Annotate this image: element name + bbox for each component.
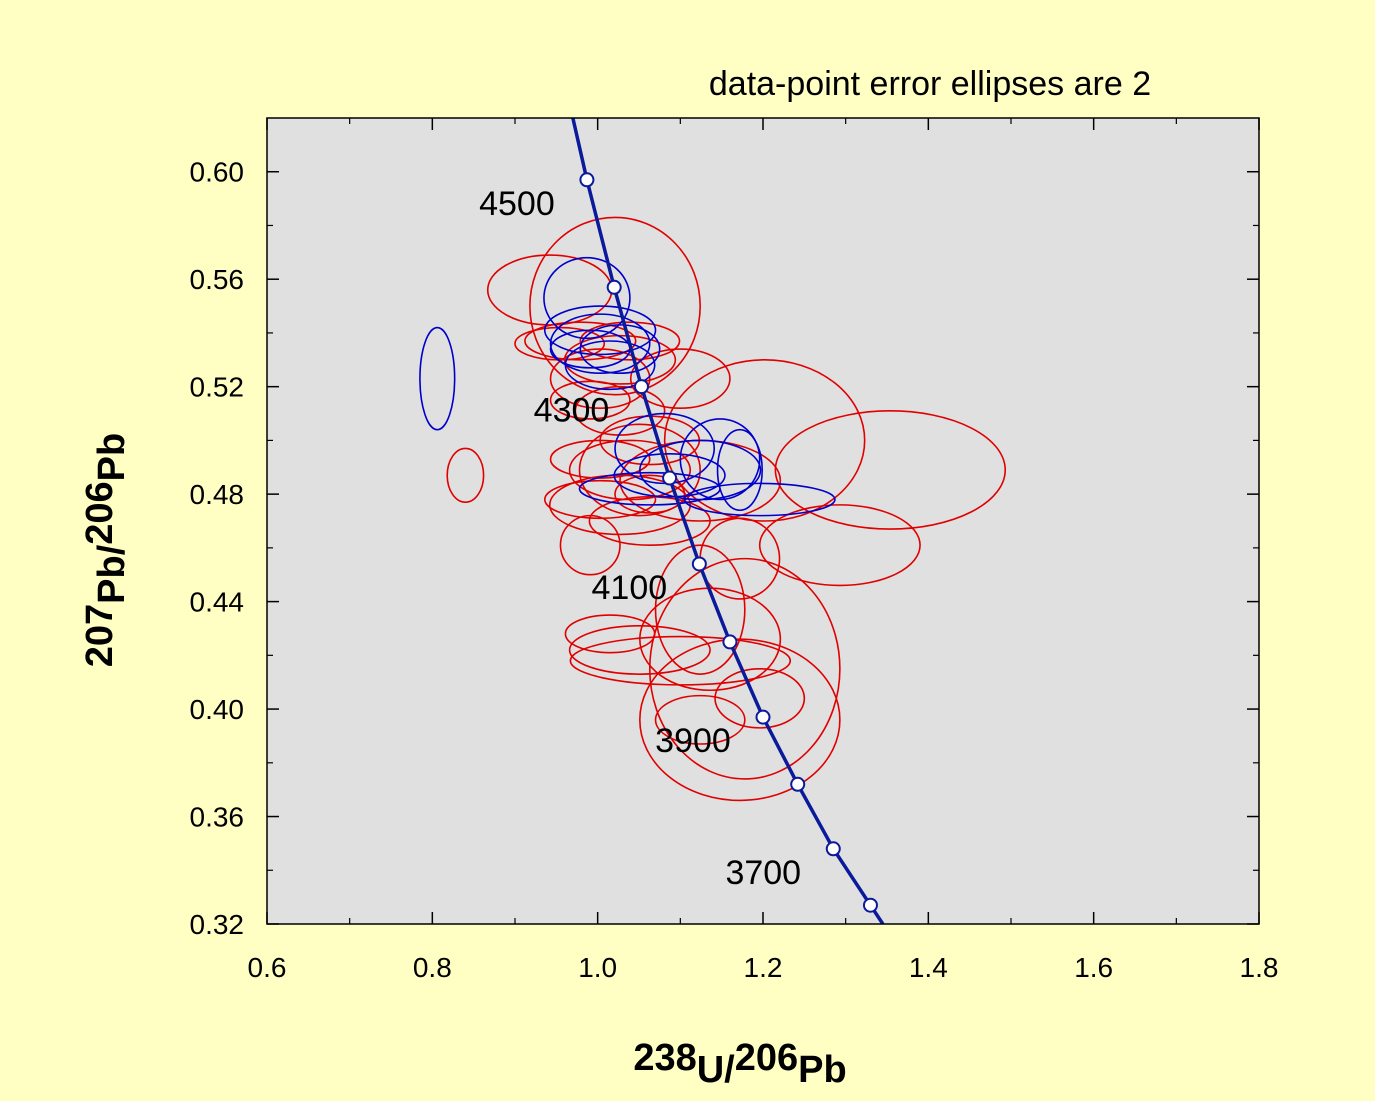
error-ellipse [758,504,921,587]
error-ellipse [648,557,841,780]
age-marker [862,897,878,913]
error-ellipse [446,447,485,503]
error-ellipse [564,614,656,654]
error-ellipse [564,340,656,391]
chart-title: data-point error ellipses are 2 [709,65,1151,103]
x-label-part: U/ [697,1049,735,1091]
error-ellipse [654,544,746,675]
error-ellipse [549,380,631,420]
y-tick-label: 0.56 [190,264,245,295]
error-ellipse [774,410,1007,530]
error-ellipse [574,385,666,436]
age-marker [825,841,841,857]
y-tick-label: 0.36 [190,802,245,833]
x-tick-label: 1.4 [909,952,948,983]
age-label: 4100 [592,569,668,607]
x-label-part: 206 [735,1037,798,1079]
age-marker [790,776,806,792]
age-label: 4300 [534,392,610,430]
age-marker [722,634,738,650]
age-label: 3700 [725,854,801,892]
error-ellipse [679,418,761,501]
error-ellipse [614,474,686,514]
error-ellipse [629,348,731,409]
error-ellipse [716,428,763,512]
x-tick-label: 1.8 [1240,952,1279,983]
error-ellipse [683,482,836,517]
x-label-part: 238 [633,1037,696,1079]
error-ellipse [549,348,651,409]
age-marker [755,709,771,725]
error-ellipse [579,324,661,375]
error-ellipse [529,216,701,396]
age-label: 3900 [655,722,731,760]
age-marker [662,470,678,486]
y-tick-label: 0.48 [190,479,245,510]
plot-content [419,118,1007,924]
y-tick-label: 0.32 [190,909,245,940]
error-ellipse [549,313,651,375]
age-marker [579,172,595,188]
x-label-part: Pb [798,1049,847,1091]
error-ellipse [579,321,681,361]
y-label-part: Pb [91,433,133,482]
x-tick-label: 0.6 [248,952,287,983]
x-tick-label: 1.0 [578,952,617,983]
error-ellipse [543,479,657,520]
error-ellipse [419,326,456,431]
age-marker [633,379,649,395]
y-tick-label: 0.52 [190,372,245,403]
y-label-part: Pb/ [91,544,133,604]
error-ellipse [714,667,806,729]
y-axis-label: 207Pb/206Pb [79,433,133,668]
x-tick-label: 1.6 [1074,952,1113,983]
y-tick-label: 0.44 [190,587,245,618]
error-ellipse [563,334,677,385]
error-ellipse [663,358,866,522]
error-ellipse [578,423,701,517]
x-tick-label: 1.2 [744,952,783,983]
y-tick-label: 0.40 [190,694,245,725]
error-ellipse [543,256,631,340]
error-ellipse [568,624,711,675]
age-marker [606,279,622,295]
age-marker [691,556,707,572]
concordia-curve [571,118,885,924]
error-ellipse [524,321,637,361]
error-ellipse [543,305,657,356]
error-ellipse [654,694,746,745]
x-tick-label: 0.8 [413,952,452,983]
x-axis-label: 238U/206Pb [633,1037,846,1091]
y-label-part: 206 [79,481,121,544]
error-ellipse [559,514,621,576]
y-tick-label: 0.60 [190,157,245,188]
age-label: 4500 [479,185,555,223]
y-label-part: 207 [79,604,121,667]
